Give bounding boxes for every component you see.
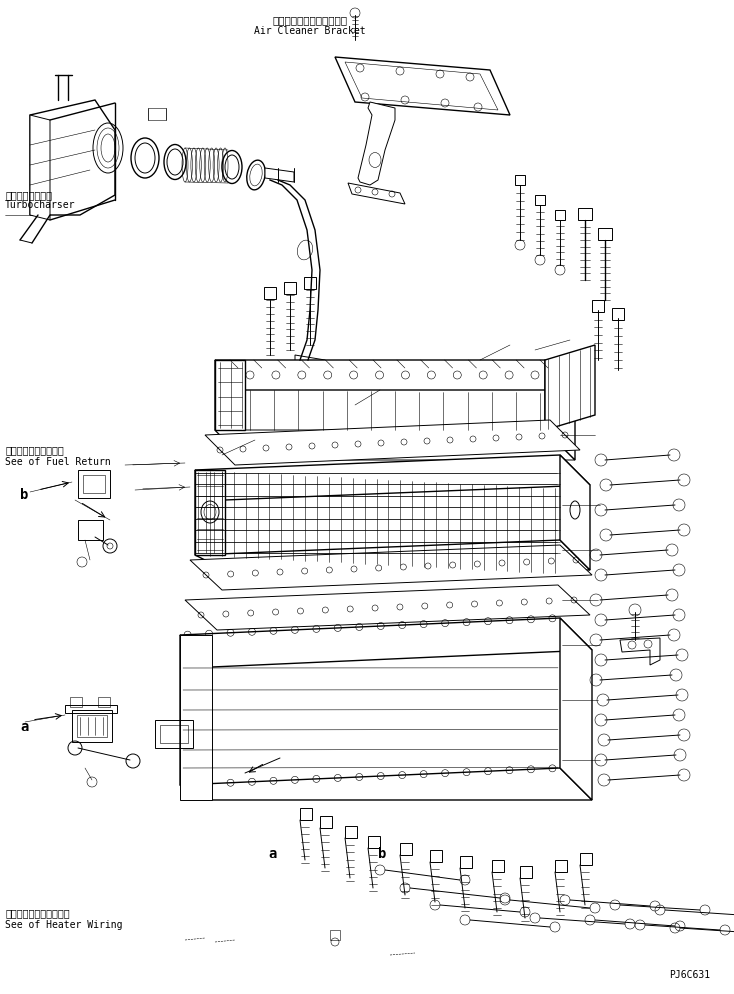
Text: Air Cleaner Bracket: Air Cleaner Bracket bbox=[254, 26, 366, 36]
Bar bbox=[612, 308, 624, 320]
Bar bbox=[515, 175, 525, 185]
Text: PJ6C631: PJ6C631 bbox=[669, 970, 710, 980]
Polygon shape bbox=[190, 545, 592, 590]
Bar bbox=[430, 850, 442, 862]
Polygon shape bbox=[215, 430, 575, 460]
Polygon shape bbox=[295, 355, 325, 370]
Text: エアークリーナブラケット: エアークリーナブラケット bbox=[272, 15, 347, 25]
Bar bbox=[78, 520, 103, 540]
Bar bbox=[520, 866, 532, 878]
Bar bbox=[578, 208, 592, 220]
Text: ヒータワイヤリング参照: ヒータワイヤリング参照 bbox=[5, 908, 70, 918]
Polygon shape bbox=[265, 168, 294, 182]
Bar bbox=[368, 836, 380, 848]
Polygon shape bbox=[215, 360, 245, 430]
Text: See of Fuel Return: See of Fuel Return bbox=[5, 457, 111, 467]
Bar bbox=[555, 210, 565, 220]
Polygon shape bbox=[180, 768, 592, 800]
Polygon shape bbox=[180, 635, 212, 800]
Bar bbox=[580, 853, 592, 865]
Bar bbox=[345, 826, 357, 838]
Bar bbox=[70, 697, 82, 707]
Bar bbox=[304, 277, 316, 289]
Polygon shape bbox=[195, 470, 225, 555]
Polygon shape bbox=[180, 618, 592, 667]
Polygon shape bbox=[335, 57, 510, 115]
Polygon shape bbox=[205, 420, 580, 465]
Polygon shape bbox=[215, 360, 245, 460]
Polygon shape bbox=[195, 470, 225, 555]
Bar bbox=[460, 856, 472, 868]
Polygon shape bbox=[358, 102, 395, 185]
Text: ターボチャージャ: ターボチャージャ bbox=[5, 190, 52, 200]
Bar bbox=[160, 725, 188, 743]
Bar bbox=[65, 705, 117, 713]
Bar bbox=[320, 816, 332, 828]
Text: a: a bbox=[268, 847, 277, 861]
Bar bbox=[264, 287, 276, 299]
Polygon shape bbox=[560, 618, 592, 800]
Text: フュエルリターン参照: フュエルリターン参照 bbox=[5, 445, 64, 455]
Polygon shape bbox=[185, 585, 590, 630]
Polygon shape bbox=[620, 638, 660, 665]
Bar bbox=[77, 715, 107, 737]
Bar bbox=[535, 195, 545, 205]
Bar bbox=[98, 697, 110, 707]
Text: b: b bbox=[378, 847, 386, 861]
Bar bbox=[83, 475, 105, 493]
Polygon shape bbox=[195, 455, 590, 500]
Bar bbox=[155, 720, 193, 748]
Polygon shape bbox=[348, 183, 405, 204]
Polygon shape bbox=[545, 360, 575, 460]
Polygon shape bbox=[545, 345, 595, 430]
Bar bbox=[284, 282, 296, 294]
Bar bbox=[598, 228, 612, 240]
Text: See of Heater Wiring: See of Heater Wiring bbox=[5, 920, 123, 930]
Bar bbox=[78, 470, 110, 498]
Polygon shape bbox=[195, 540, 590, 570]
Polygon shape bbox=[180, 635, 212, 800]
Polygon shape bbox=[30, 100, 115, 215]
Bar bbox=[555, 860, 567, 872]
Bar bbox=[400, 843, 412, 855]
Text: Turbocharser: Turbocharser bbox=[5, 200, 76, 210]
Polygon shape bbox=[215, 360, 575, 390]
Bar bbox=[592, 300, 604, 312]
Polygon shape bbox=[560, 455, 590, 570]
Bar bbox=[148, 108, 166, 120]
Text: a: a bbox=[20, 720, 29, 734]
Polygon shape bbox=[30, 115, 50, 220]
Text: b: b bbox=[20, 488, 29, 502]
Bar bbox=[330, 930, 340, 940]
Bar bbox=[492, 860, 504, 872]
Bar bbox=[300, 808, 312, 820]
Bar bbox=[72, 710, 112, 742]
